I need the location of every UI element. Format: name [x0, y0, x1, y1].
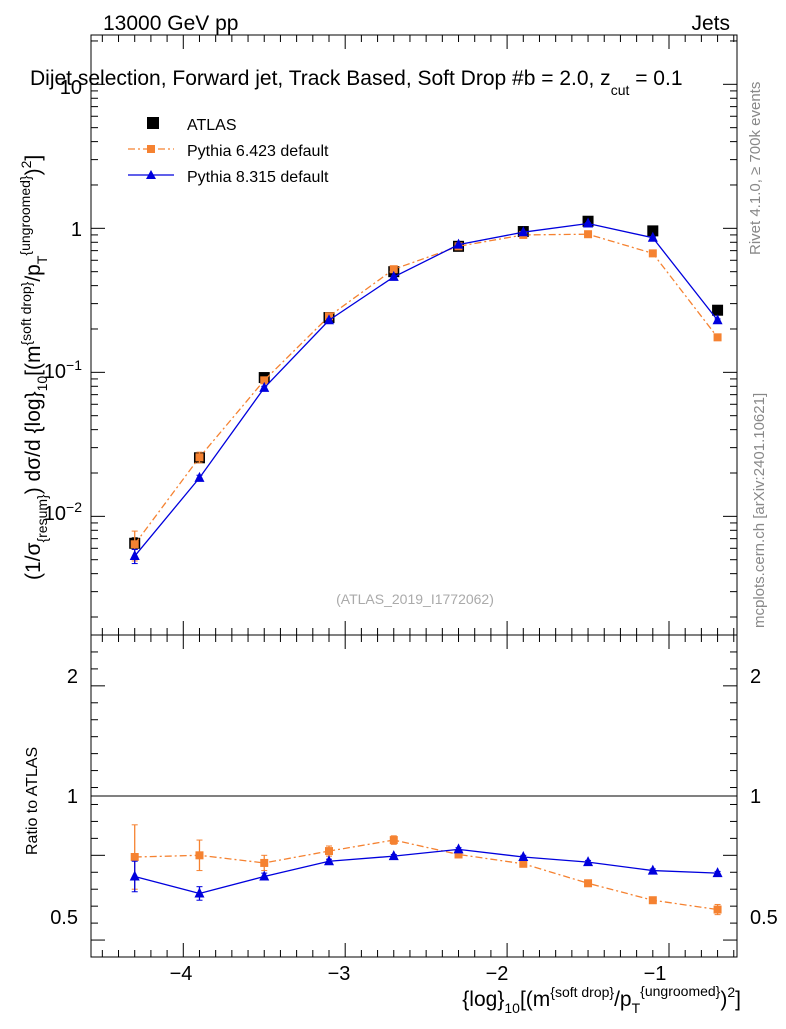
ratio-tick-label-0.5-right: 0.5	[750, 907, 778, 929]
pythia-6-423-default-ratio-point	[519, 859, 528, 868]
y-tick-label-10: 10	[60, 77, 82, 99]
energy-label: 13000 GeV pp	[103, 12, 238, 35]
pythia-8-315-default-ratio-point	[453, 843, 464, 854]
legend-marker-pythia8	[146, 170, 156, 179]
pythia-6-423-default-main-point	[260, 376, 269, 385]
legend: ATLAS Pythia 6.423 default Pythia 8.315 …	[128, 117, 329, 186]
pythia-6-423-default-ratio-point	[130, 853, 139, 862]
ratio-tick-label-1-right: 1	[750, 786, 761, 808]
ratio-tick-label-1: 1	[67, 786, 78, 808]
ratio-tick-label-0.5: 0.5	[50, 907, 78, 929]
pythia-8-315-default-ratio-point	[518, 851, 529, 862]
mcplots-label: mcplots.cern.ch [arXiv:2401.10621]	[751, 393, 768, 628]
pythia-8-315-default-ratio-point	[583, 856, 594, 867]
pythia-6-423-default-ratio-point	[389, 836, 398, 845]
pythia-6-423-default-main-point	[130, 540, 139, 549]
pythia-6-423-default-ratio-point	[648, 896, 657, 905]
pythia-8-315-default-ratio-point	[712, 867, 723, 878]
category-label: Jets	[691, 12, 730, 35]
pythia-8-315-default-main-point	[518, 226, 529, 237]
pythia-8-315-default-ratio-point	[324, 855, 334, 866]
pythia-8-315-default-main-point	[324, 314, 334, 325]
y-tick-label-0.1: 10−1	[44, 357, 82, 383]
pythia-8-315-default-ratio-point	[194, 887, 205, 898]
pythia-8-315-default-ratio-point	[388, 850, 399, 861]
pythia-8-315-default-main-point	[583, 217, 594, 228]
legend-label-pythia6: Pythia 6.423 default	[187, 143, 329, 160]
legend-label-pythia8: Pythia 8.315 default	[187, 169, 329, 186]
ratio-tick-label-2: 2	[67, 666, 78, 688]
pythia-8-315-default-main-point	[129, 550, 140, 561]
pythia-8-315-default-ratio-line	[134, 848, 718, 895]
pythia-6-423-default-ratio-line	[134, 839, 718, 911]
analysis-id-label: (ATLAS_2019_I1772062)	[336, 591, 494, 607]
rivet-version-label: Rivet 4.1.0, ≥ 700k events	[747, 82, 764, 255]
pythia-6-423-default-ratio-point	[584, 879, 593, 888]
pythia-6-423-default-main-point	[713, 333, 722, 342]
x-tick-label-minus1: −1	[644, 963, 667, 985]
pythia-6-423-default-main-point	[648, 249, 657, 258]
pythia-8-315-default-ratio-point	[259, 870, 270, 881]
plot-title: Dijet selection, Forward jet, Track Base…	[30, 67, 683, 98]
atlas-main-point	[647, 225, 659, 237]
pythia-6-423-default-ratio-point	[713, 905, 722, 914]
x-tick-label-minus4: −4	[170, 963, 193, 985]
pythia-8-315-default-main-point	[647, 231, 658, 242]
pythia-6-423-default-ratio-point	[454, 850, 463, 859]
pythia-6-423-default-ratio-point	[195, 851, 204, 860]
y-tick-label-0.01: 10−2	[44, 499, 82, 525]
legend-marker-pythia6	[147, 145, 155, 153]
pythia-8-315-default-main-point	[712, 314, 723, 325]
pythia-8-315-default-ratio-point	[129, 870, 140, 881]
pythia-8-315-default-main-point	[194, 471, 205, 482]
x-tick-label-minus3: −3	[328, 963, 351, 985]
pythia-8-315-default-main-point	[453, 238, 464, 249]
pythia-6-423-default-main-point	[195, 453, 204, 462]
pythia-6-423-default-main-line	[134, 233, 719, 545]
atlas-main-point	[712, 304, 724, 316]
pythia-8-315-default-main-point	[259, 381, 270, 392]
legend-label-atlas: ATLAS	[187, 117, 237, 134]
pythia-8-315-default-main-point	[388, 270, 399, 281]
x-axis-label: {log}10[(m{soft drop}/pT{ungroomed})2]	[462, 983, 741, 1016]
series-layer	[129, 215, 724, 916]
x-tick-label-minus2: −2	[486, 963, 509, 985]
y-tick-label-1: 1	[71, 219, 82, 241]
pythia-6-423-default-main-point	[389, 265, 398, 274]
ratio-y-axis-label: Ratio to ATLAS	[24, 747, 41, 855]
pythia-6-423-default-main-point	[584, 230, 593, 239]
ratio-tick-label-2-right: 2	[750, 666, 761, 688]
pythia-8-315-default-ratio-point	[647, 864, 658, 875]
axis-ticks	[91, 35, 737, 958]
legend-marker-atlas	[147, 117, 159, 129]
main-y-axis-label: (1/σ{resum}) dσ/d {log}10[(m{soft drop}/…	[17, 155, 50, 580]
pythia-8-315-default-main-line	[134, 222, 719, 557]
pythia-6-423-default-ratio-point	[260, 858, 269, 867]
pythia-6-423-default-ratio-point	[325, 847, 333, 856]
